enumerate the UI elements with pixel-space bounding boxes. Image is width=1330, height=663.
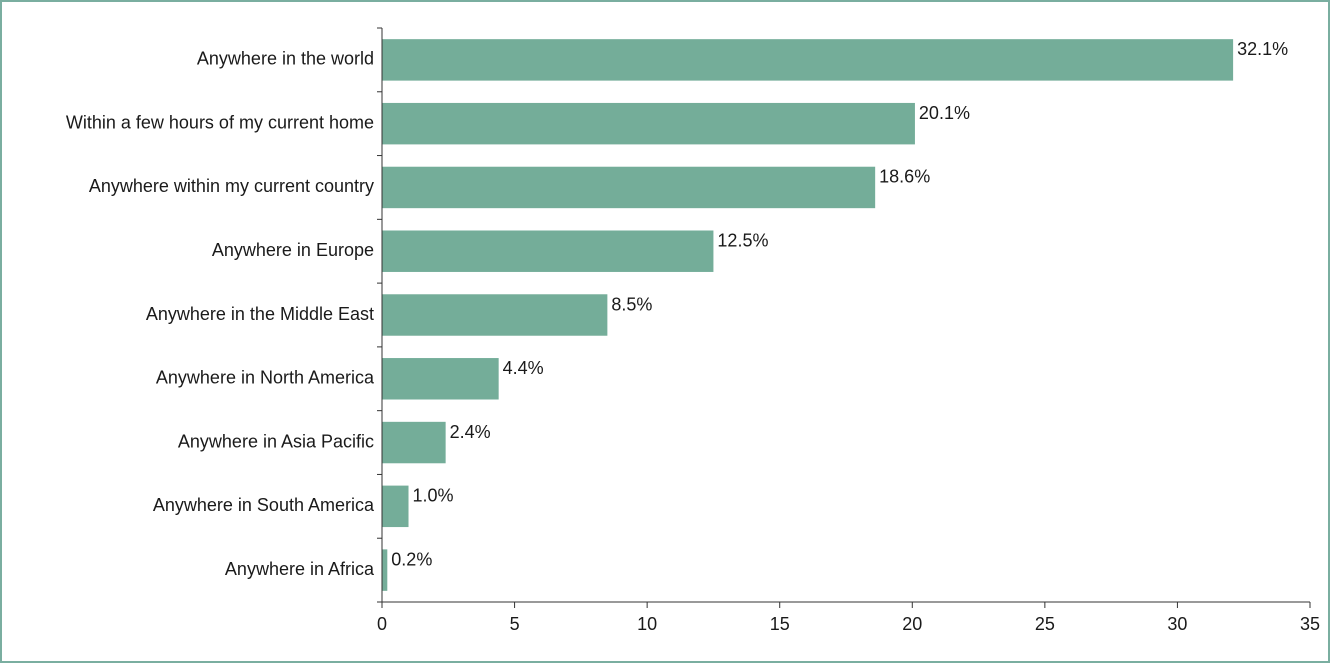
category-label: Anywhere in South America [153, 495, 375, 515]
value-label: 8.5% [611, 294, 652, 314]
bar [382, 485, 409, 528]
category-label: Within a few hours of my current home [66, 112, 374, 132]
x-tick-label: 25 [1035, 614, 1055, 634]
x-tick-label: 10 [637, 614, 657, 634]
category-label: Anywhere within my current country [89, 176, 374, 196]
category-label: Anywhere in Asia Pacific [178, 431, 374, 451]
value-label: 12.5% [717, 230, 768, 250]
category-label: Anywhere in North America [156, 368, 375, 388]
bar [382, 358, 499, 400]
value-label: 18.6% [879, 167, 930, 187]
bar [382, 294, 608, 336]
value-label: 4.4% [503, 358, 544, 378]
value-label: 32.1% [1237, 39, 1288, 59]
category-label: Anywhere in the world [197, 49, 374, 69]
x-tick-label: 15 [770, 614, 790, 634]
value-label: 2.4% [450, 422, 491, 442]
x-tick-label: 35 [1300, 614, 1320, 634]
x-tick-label: 0 [377, 614, 387, 634]
category-label: Anywhere in Europe [212, 240, 374, 260]
bar [382, 421, 446, 464]
bar [382, 102, 915, 145]
x-tick-label: 30 [1167, 614, 1187, 634]
category-label: Anywhere in Africa [225, 559, 375, 579]
value-label: 20.1% [919, 103, 970, 123]
x-tick-label: 20 [902, 614, 922, 634]
bar [382, 39, 1234, 81]
value-label: 0.2% [391, 549, 432, 569]
bar [382, 166, 876, 209]
value-label: 1.0% [413, 486, 454, 506]
category-label: Anywhere in the Middle East [146, 304, 374, 324]
bar [382, 230, 714, 272]
bar [382, 549, 388, 591]
x-tick-label: 5 [510, 614, 520, 634]
